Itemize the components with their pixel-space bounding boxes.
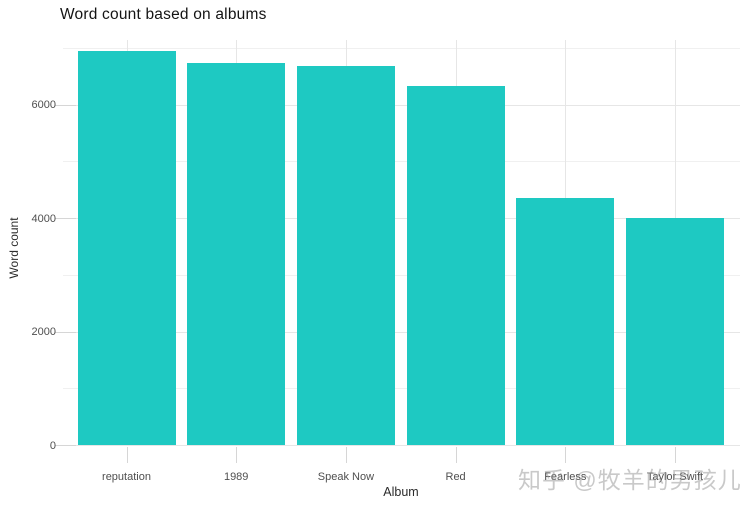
y-tick-mark-6000 (55, 104, 76, 106)
y-tick-label-6000: 6000 (31, 99, 56, 112)
bar-fearless (516, 198, 615, 445)
x-tick-label-reputation: reputation (102, 471, 151, 483)
gridline-minor-7000 (63, 47, 740, 49)
x-tick-mark-5 (675, 447, 676, 463)
x-axis-title: Album (383, 485, 419, 499)
gridline-major-0 (63, 445, 740, 446)
gridline-major-6000 (63, 104, 740, 106)
gridline-minor-3000 (63, 274, 740, 276)
y-tick-label-2000: 2000 (31, 326, 56, 339)
bar-1989 (187, 63, 286, 445)
x-tick-label-fearless: Fearless (544, 471, 587, 483)
bar-red (406, 85, 505, 445)
x-tick-label-speak-now: Speak Now (317, 471, 375, 483)
y-tick-label-0: 0 (49, 439, 56, 452)
y-tick-mark-0 (55, 445, 76, 446)
x-tick-label-red: Red (445, 471, 466, 483)
gridline-major-4000 (63, 218, 740, 220)
x-tick-mark-4 (565, 447, 567, 463)
y-tick-mark-2000 (55, 331, 76, 333)
y-tick-mark-4000 (55, 218, 76, 220)
y-tick-label-4000: 4000 (31, 212, 56, 225)
gridline-major-2000 (63, 331, 740, 333)
x-tick-mark-0 (126, 447, 128, 463)
bar-taylor-swift (626, 218, 724, 445)
bar-speak-now (296, 66, 395, 445)
plot-panel (63, 40, 740, 446)
x-tick-mark-2 (345, 447, 347, 463)
x-tick-mark-1 (236, 447, 238, 463)
chart-title: Word count based on albums (60, 6, 267, 23)
bar-reputation (77, 51, 176, 445)
gridline-minor-1000 (63, 388, 740, 390)
x-tick-label-taylor-swift: Taylor Swift (646, 471, 704, 483)
y-axis-title: Word count (7, 217, 21, 279)
x-tick-mark-3 (455, 447, 457, 463)
gridline-minor-5000 (63, 161, 740, 163)
x-tick-label-1989: 1989 (223, 471, 249, 483)
